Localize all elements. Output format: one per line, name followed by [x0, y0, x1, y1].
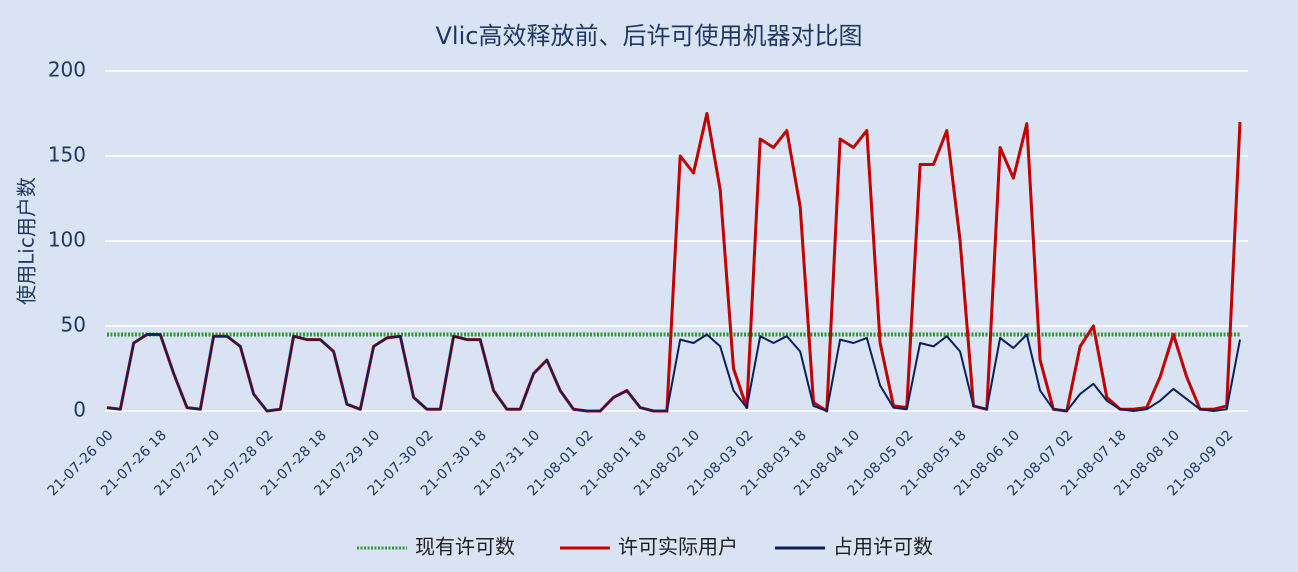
y-axis-title: 使用Lic用户数	[15, 177, 39, 305]
legend-label: 许可实际用户	[618, 535, 738, 559]
series-line	[106, 333, 1241, 412]
legend-label: 占用许可数	[833, 535, 933, 559]
y-tick-label: 100	[48, 228, 86, 252]
y-tick-label: 0	[73, 398, 86, 422]
chart-title: Vlic高效释放前、后许可使用机器对比图	[436, 22, 863, 50]
y-tick-label: 150	[48, 143, 86, 167]
y-tick-label: 200	[48, 58, 86, 82]
y-tick-label: 50	[61, 313, 86, 337]
legend-label: 现有许可数	[415, 535, 515, 559]
